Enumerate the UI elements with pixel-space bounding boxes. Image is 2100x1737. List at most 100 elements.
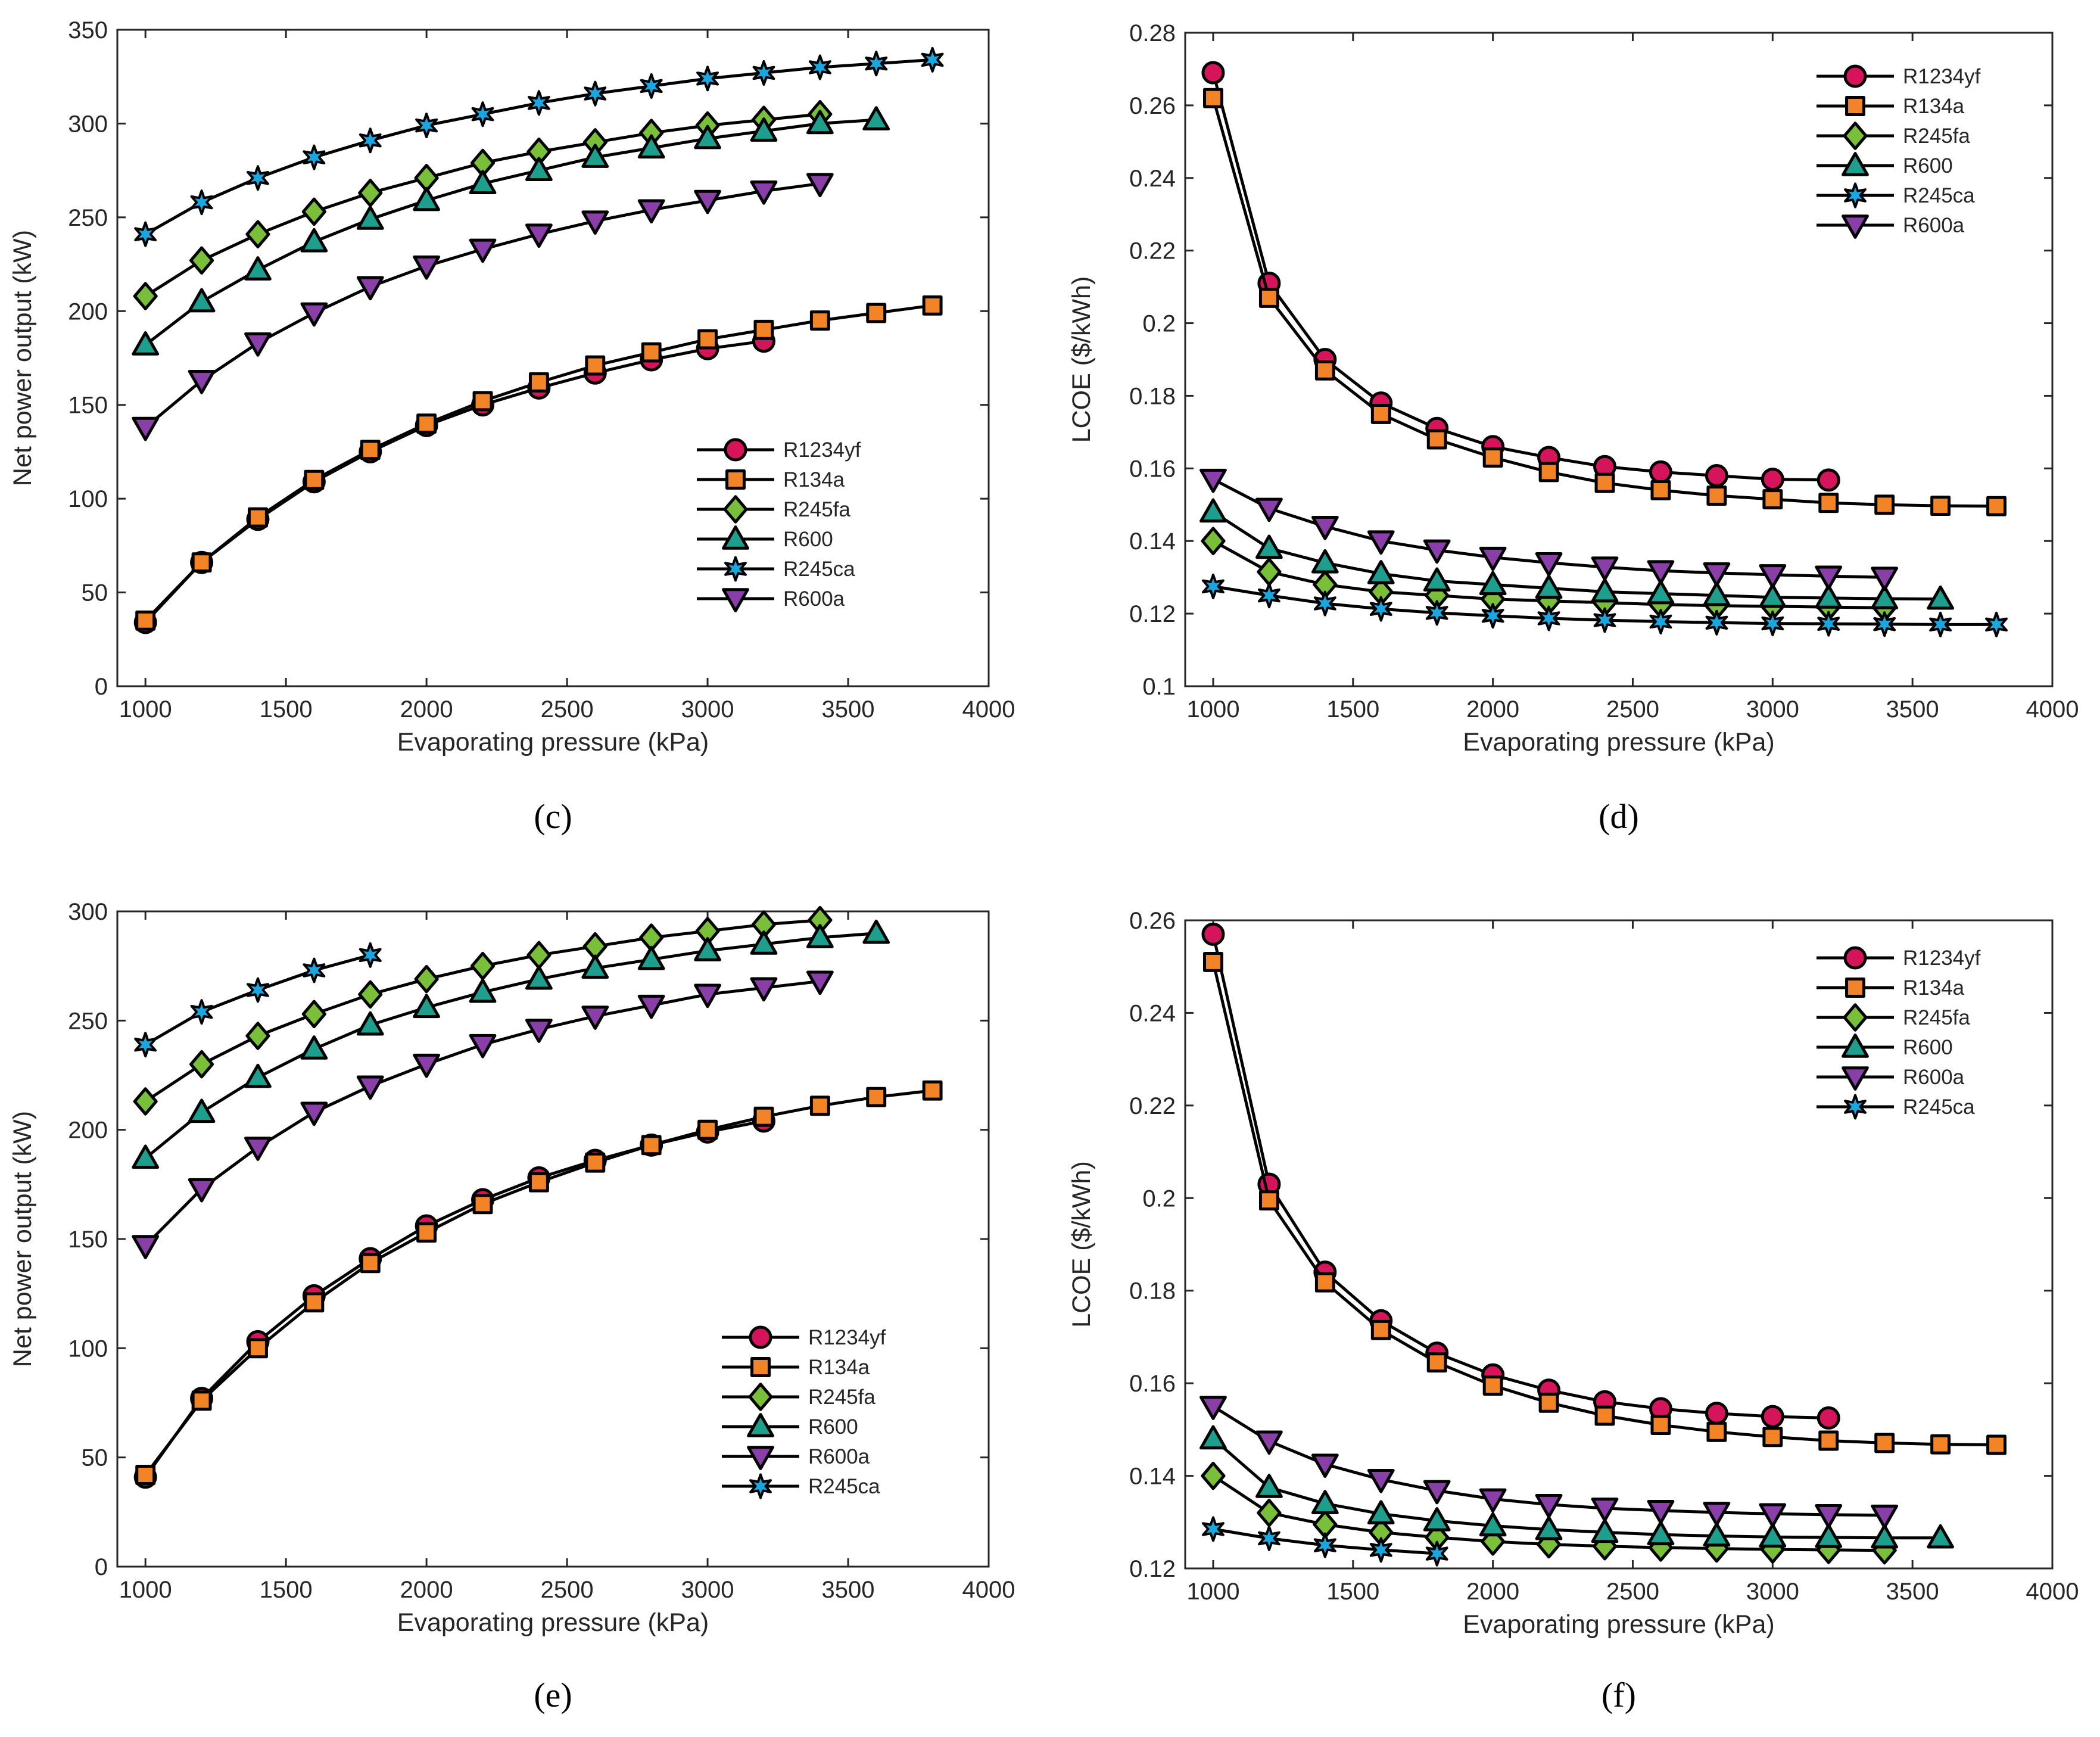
data-point-R134a [416,413,437,434]
data-point-R600a [1423,539,1451,564]
legend-label: R600a [808,1445,870,1468]
data-point-R134a [135,610,156,631]
legend-label: R600a [1903,1066,1965,1089]
data-point-R245ca [1985,611,2008,637]
legend-marker-R1234yf [724,438,747,462]
data-point-R600 [1815,1524,1843,1548]
data-point-R600 [1255,534,1283,559]
data-point-R245fa [133,1087,158,1116]
data-point-R134a [472,391,493,412]
data-point-R600a [356,276,384,301]
data-point-R134a [1538,1392,1559,1413]
x-axis-title: Evaporating pressure (kPa) [397,728,709,757]
legend-marker-R245ca [724,556,747,582]
data-point-R134a [697,329,718,350]
legend-marker-R1234yf [1843,946,1867,970]
data-point-R245ca [921,46,944,73]
data-point-R600a [1703,562,1731,587]
data-point-R245ca [752,60,775,86]
data-point-R134a [1538,462,1559,482]
y-axis-title: LCOE ($/kWh) [1067,1161,1096,1328]
series-R245ca [1202,1516,1448,1567]
data-point-R134a [1258,287,1279,308]
data-point-R600a [1815,1504,1843,1529]
series-R1234yf [1201,61,1840,492]
legend-label: R600 [1903,1036,1953,1059]
data-point-R245ca [865,51,888,77]
data-point-R134a [1818,493,1839,513]
data-point-R600 [1703,581,1731,606]
legend-label: R600a [1903,214,1965,237]
data-point-R245fa [1201,527,1226,555]
data-point-R600 [469,170,497,194]
data-point-R600 [1535,1515,1563,1540]
data-point-R134a [641,1135,662,1156]
data-point-R600a [132,416,160,441]
data-point-R134a [922,295,943,316]
series-R600a [132,173,834,441]
data-point-R600 [413,994,441,1019]
data-point-R600 [1591,1518,1619,1543]
data-point-R134a [1930,496,1951,516]
data-point-R600a [1367,1468,1395,1493]
data-point-R600a [1479,546,1507,571]
data-point-R134a [1706,1421,1727,1442]
data-point-R600 [1759,1523,1787,1548]
data-point-R600 [188,1098,216,1123]
data-point-R600 [300,228,328,253]
data-point-R600 [1479,571,1507,596]
data-point-R600 [581,144,609,168]
data-point-R600 [1927,1524,1955,1549]
data-point-R245ca [1202,1516,1225,1542]
legend-label: R1234yf [783,438,861,462]
data-point-R245fa [414,964,439,994]
data-point-R245ca [1537,605,1560,631]
x-tick-label: 4000 [962,696,1015,723]
y-tick-label: 0.26 [1129,908,1176,934]
y-tick-label: 150 [68,1227,108,1253]
data-point-R134a [1203,88,1223,108]
data-point-R600 [637,945,665,970]
series-R600a [1199,468,1899,592]
data-point-R600a [1591,556,1619,581]
data-point-R600a [1199,468,1227,493]
data-point-R134a [360,1253,381,1274]
y-axis-title: Net power output (kW) [8,230,37,486]
series-R600 [132,106,890,356]
data-point-R600 [750,930,778,955]
data-point-R134a [1818,1430,1839,1451]
data-point-R600a [1367,530,1395,555]
legend-marker-R134a [725,469,746,490]
data-point-R600a [469,1034,497,1059]
legend-marker-R134a [750,1357,771,1377]
data-point-R1234yf [1761,468,1784,491]
x-tick-label: 3500 [1886,1579,1939,1605]
x-tick-label: 3000 [681,696,734,723]
x-tick-label: 4000 [962,1577,1015,1603]
x-tick-label: 2500 [1606,1579,1659,1605]
data-point-R600 [469,978,497,1003]
data-point-R245fa [189,246,214,275]
legend-label: R600 [808,1415,858,1439]
data-point-R245ca [584,80,607,107]
data-point-R600 [1591,578,1619,603]
data-point-R245ca [359,127,382,154]
series-R134a [1203,88,2007,516]
x-tick-label: 3000 [1746,1579,1799,1605]
data-point-R600 [244,1063,272,1088]
y-axis-title: Net power output (kW) [8,1111,37,1367]
data-point-R134a [1650,480,1671,500]
data-point-R134a [1482,447,1503,468]
data-point-R134a [191,1390,212,1411]
data-point-R134a [866,303,887,323]
data-point-R245ca [359,942,382,968]
x-tick-label: 1000 [1186,696,1239,723]
data-point-R600a [1759,1503,1787,1528]
data-point-R600a [1311,1453,1339,1478]
series-R134a [135,1080,943,1485]
legend-marker-R600a [1842,214,1869,239]
data-point-R134a [304,1292,325,1313]
legend-marker-R600 [1842,1034,1869,1058]
legend-marker-R245fa [748,1383,773,1411]
data-point-R600 [1311,549,1339,574]
